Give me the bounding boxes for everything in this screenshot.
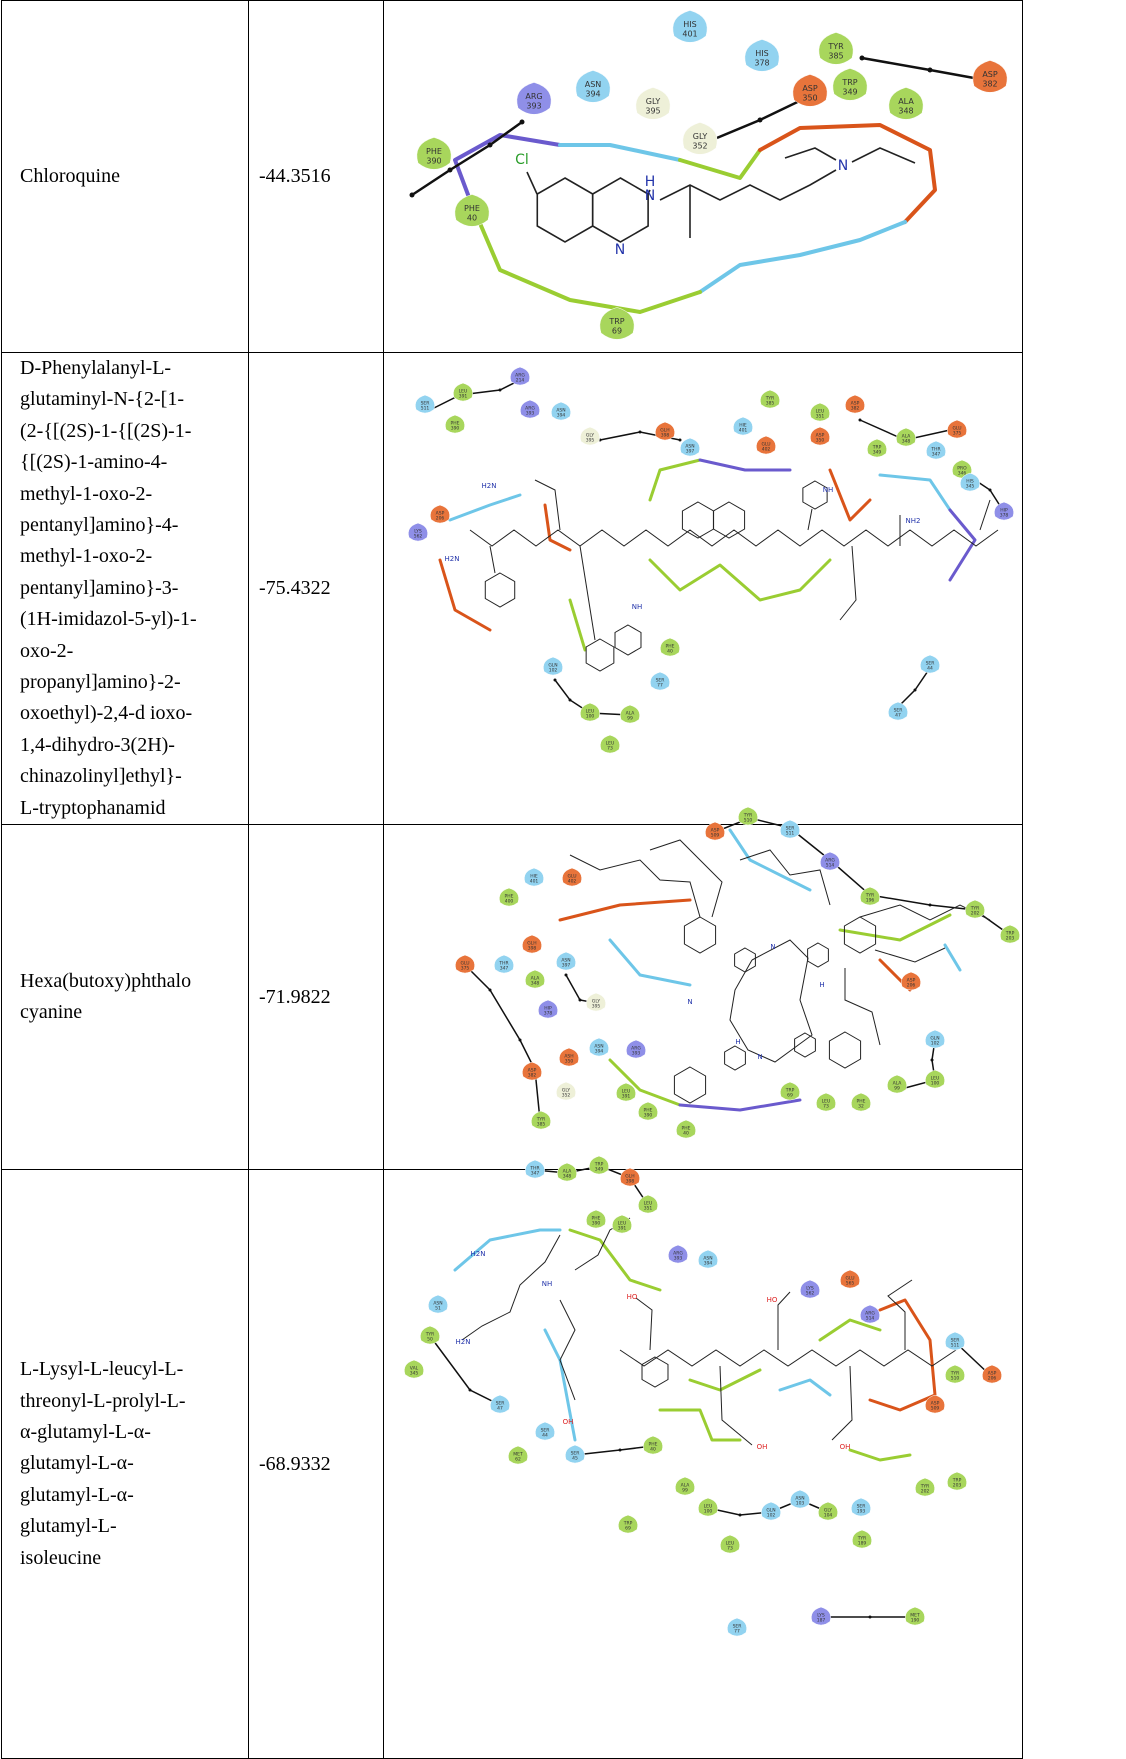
compound-name-line: D-Phenylalanyl-L- bbox=[20, 353, 248, 384]
compound-name-line: oxoethyl)-2,4-d ioxo- bbox=[20, 698, 248, 729]
docking-score: -44.3516 bbox=[259, 165, 331, 187]
score-cell: -71.9822 bbox=[249, 825, 384, 1170]
docking-score: -71.9822 bbox=[259, 986, 331, 1008]
compound-name-line: L-tryptophanamid bbox=[20, 793, 248, 824]
score-cell: -68.9332 bbox=[249, 1170, 384, 1759]
score-cell: -75.4322 bbox=[249, 353, 384, 825]
compound-name-line: glutamyl-L-α- bbox=[20, 1448, 248, 1479]
compound-name-line: (1H-imidazol-5-yl)-1- bbox=[20, 604, 248, 635]
table-row: D-Phenylalanyl-L-glutaminyl-N-{2-[1-(2-{… bbox=[2, 353, 1023, 825]
compound-name-line: oxo-2- bbox=[20, 636, 248, 667]
compound-name-line: 1,4-dihydro-3(2H)- bbox=[20, 730, 248, 761]
compound-cell: D-Phenylalanyl-L-glutaminyl-N-{2-[1-(2-{… bbox=[2, 353, 249, 825]
compound-name-line: pentanyl]amino}-4- bbox=[20, 510, 248, 541]
compound-name-line: methyl-1-oxo-2- bbox=[20, 541, 248, 572]
compound-name-line: isoleucine bbox=[20, 1543, 248, 1574]
compound-name-line: threonyl-L-prolyl-L- bbox=[20, 1386, 248, 1417]
compound-name-line: methyl-1-oxo-2- bbox=[20, 479, 248, 510]
diagram-cell bbox=[384, 353, 1023, 825]
diagram-cell bbox=[384, 825, 1023, 1170]
table-body: Chloroquine -44.3516 D-Phenylalanyl-L-glut… bbox=[2, 1, 1023, 1759]
compound-name-line: glutamyl-L- bbox=[20, 1511, 248, 1542]
page: Chloroquine -44.3516 D-Phenylalanyl-L-glut… bbox=[0, 0, 1126, 1733]
diagram-cell bbox=[384, 1170, 1023, 1759]
table-row: Chloroquine -44.3516 bbox=[2, 1, 1023, 353]
compound-name-line: L-Lysyl-L-leucyl-L- bbox=[20, 1354, 248, 1385]
diagram-cell bbox=[384, 1, 1023, 353]
compound-name-line: chinazolinyl]ethyl}- bbox=[20, 761, 248, 792]
score-cell: -44.3516 bbox=[249, 1, 384, 353]
compound-cell: Chloroquine bbox=[2, 1, 249, 353]
compound-name-line: Hexa(butoxy)phthalo bbox=[20, 966, 248, 997]
docking-score: -75.4322 bbox=[259, 577, 331, 599]
results-table: Chloroquine -44.3516 D-Phenylalanyl-L-glut… bbox=[1, 0, 1023, 1759]
compound-name-line: (2-{[(2S)-1-{[(2S)-1- bbox=[20, 416, 248, 447]
compound-cell: L-Lysyl-L-leucyl-L-threonyl-L-prolyl-L-α… bbox=[2, 1170, 249, 1759]
compound-name-line: α-glutamyl-L-α- bbox=[20, 1417, 248, 1448]
table-row: L-Lysyl-L-leucyl-L-threonyl-L-prolyl-L-α… bbox=[2, 1170, 1023, 1759]
compound-name-line: cyanine bbox=[20, 997, 248, 1028]
docking-score: -68.9332 bbox=[259, 1453, 331, 1475]
compound-name-line: Chloroquine bbox=[20, 161, 248, 192]
compound-name-line: glutamyl-L-α- bbox=[20, 1480, 248, 1511]
compound-name-line: propanyl]amino}-2- bbox=[20, 667, 248, 698]
compound-name-line: {[(2S)-1-amino-4- bbox=[20, 447, 248, 478]
compound-name-line: pentanyl]amino}-3- bbox=[20, 573, 248, 604]
compound-name-line: glutaminyl-N-{2-[1- bbox=[20, 384, 248, 415]
